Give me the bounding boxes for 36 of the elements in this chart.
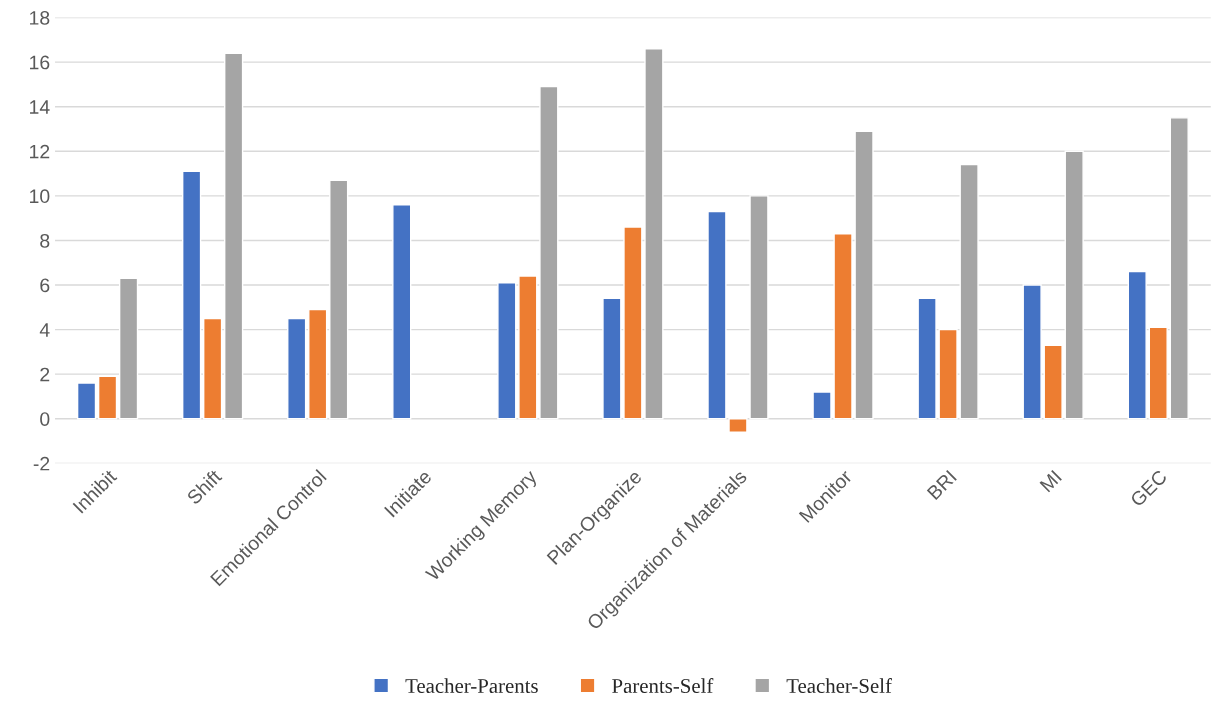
bar xyxy=(1043,344,1063,420)
bar xyxy=(118,277,139,420)
bar xyxy=(1127,270,1147,420)
bar xyxy=(1169,117,1189,420)
bar xyxy=(392,204,412,420)
bar xyxy=(1148,326,1168,420)
bar xyxy=(1022,284,1042,420)
y-tick-label: 2 xyxy=(40,367,50,382)
y-tick-label: 6 xyxy=(40,278,50,293)
x-tick-label: MI xyxy=(1039,469,1062,493)
y-tick-label: 4 xyxy=(39,323,50,337)
bar xyxy=(97,375,118,420)
x-tick-label: BRI xyxy=(926,469,957,500)
bar xyxy=(329,179,349,420)
legend-label: Parents-Self xyxy=(612,678,714,693)
y-tick-label: 0 xyxy=(40,412,50,426)
bar xyxy=(224,52,244,420)
y-tick-label: 14 xyxy=(30,100,50,114)
y-tick-label: 10 xyxy=(30,189,50,204)
bar xyxy=(539,85,559,420)
bar xyxy=(308,308,328,420)
legend-label: Teacher-Parents xyxy=(405,678,538,693)
bar xyxy=(203,317,223,420)
bar xyxy=(181,170,202,420)
y-tick-label: 8 xyxy=(40,233,50,248)
bar xyxy=(76,382,97,420)
y-tick-label: 16 xyxy=(30,55,50,70)
x-tick-label: Shift xyxy=(185,468,223,506)
bar xyxy=(497,282,517,420)
y-tick-label: 12 xyxy=(30,144,50,159)
y-tick-label: -2 xyxy=(33,456,50,471)
bar xyxy=(287,317,307,420)
bar xyxy=(1064,150,1084,420)
y-tick-label: 18 xyxy=(30,11,50,25)
legend-label: Teacher-Self xyxy=(786,678,892,693)
bar xyxy=(518,275,538,420)
